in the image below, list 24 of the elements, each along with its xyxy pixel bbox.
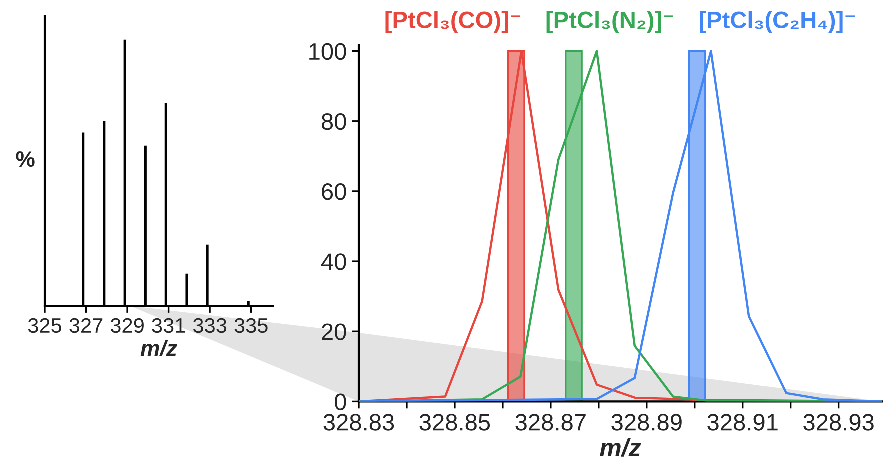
series-label: [PtCl₃(C₂H₄)]⁻ xyxy=(700,11,856,34)
y-tick-label: 40 xyxy=(321,254,346,270)
y-tick-label: 60 xyxy=(322,184,346,200)
x-tick-label: 329 xyxy=(110,318,144,334)
y-tick-label: 80 xyxy=(322,113,346,130)
y-tick-label: 0 xyxy=(334,394,346,410)
x-tick-label: 328.85 xyxy=(420,414,490,431)
y-tick-label: 20 xyxy=(322,324,346,340)
y-tick-label: 100 xyxy=(310,43,346,60)
x-tick-label: 325 xyxy=(28,318,62,334)
series-label: [PtCl₃(N₂)]⁻ xyxy=(546,11,674,34)
x-tick-label: 328.89 xyxy=(612,414,682,431)
x-tick-label: 328.93 xyxy=(804,414,874,431)
x-axis-title: m/z xyxy=(600,438,642,457)
y-axis-title: % xyxy=(16,152,35,168)
x-tick-label: 333 xyxy=(193,318,227,334)
x-tick-label: 331 xyxy=(152,318,186,334)
series-label: [PtCl₃(CO)]⁻ xyxy=(386,11,520,34)
x-tick-label: 327 xyxy=(70,318,103,334)
x-tick-label: 328.91 xyxy=(708,414,778,431)
x-tick-label: 328.87 xyxy=(516,414,586,431)
x-tick-label: 328.83 xyxy=(324,414,394,431)
x-tick-label: 335 xyxy=(234,318,268,334)
x-axis-title: m/z xyxy=(140,340,178,357)
